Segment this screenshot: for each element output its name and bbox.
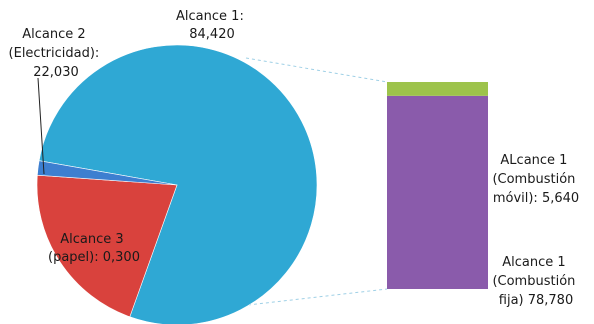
bar-segment-combustion-fija: [387, 95, 488, 289]
pie-slice-alcance-1: [38, 44, 318, 324]
leader-line-alcance-2: [37, 77, 45, 175]
bar-segment-combustion-movil: [387, 82, 488, 96]
connector-lines: [245, 57, 388, 306]
bar-label-combustion-fija: Alcance 1 (Combustión fija) 78,780: [492, 255, 579, 308]
connector-line-bottom: [247, 288, 388, 306]
bar-label-combustion-movil: ALcance 1 (Combustión móvil): 5,640: [492, 153, 579, 206]
pie: [36, 44, 318, 324]
slice-label-alcance-2: Alcance 2 (Electricidad): 22,030: [9, 27, 104, 80]
pie-slice-alcance-2: [36, 174, 178, 318]
slice-label-alcance-3: Alcance 3 (papel): 0,300: [48, 232, 140, 265]
stacked-bar: [387, 82, 488, 289]
slice-label-alcance-1: Alcance 1: 84,420: [176, 9, 248, 42]
pie-slice-alcance-3: [37, 160, 178, 186]
